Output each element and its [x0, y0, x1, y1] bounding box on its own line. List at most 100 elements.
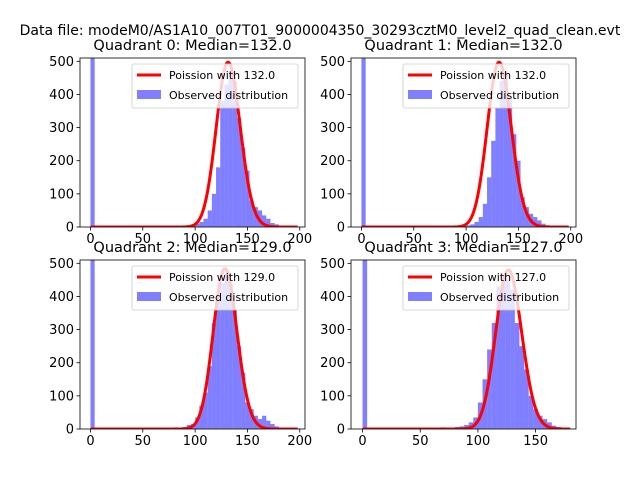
legend-box	[131, 63, 299, 109]
histogram-bar	[503, 71, 508, 227]
x-tick-label: 150	[523, 434, 548, 449]
histogram-bar	[216, 299, 221, 429]
histogram-bar	[195, 223, 200, 227]
y-tick-label: 200	[320, 154, 345, 169]
x-tick-label: 0	[86, 434, 94, 449]
histogram-bar	[220, 283, 225, 429]
histogram-bar	[228, 283, 233, 429]
y-tick-label: 0	[66, 423, 74, 438]
x-tick-label: 50	[406, 232, 423, 247]
histogram-bar	[262, 215, 267, 227]
legend-box	[402, 63, 570, 109]
x-tick-label: 100	[466, 434, 491, 449]
histogram-bar	[199, 222, 204, 227]
histogram-bar	[474, 222, 479, 227]
x-tick-label: 0	[86, 232, 94, 247]
x-tick-label: 100	[454, 232, 479, 247]
x-tick-label: 0	[358, 434, 366, 449]
histogram-bar	[216, 167, 221, 227]
y-tick-label: 300	[49, 323, 74, 338]
histogram-bar	[253, 207, 258, 227]
histogram-bar	[224, 84, 229, 227]
legend-label: Observed distribution	[440, 89, 559, 102]
x-tick-label: 200	[558, 232, 583, 247]
histogram-bar	[224, 273, 229, 429]
legend-label: Observed distribution	[169, 291, 288, 304]
histogram-bar	[236, 346, 242, 429]
histogram-bar	[514, 322, 520, 429]
chart-title: Quadrant 1: Median=132.0	[364, 38, 562, 54]
legend-label: Poission with 132.0	[169, 69, 275, 82]
y-tick-label: 500	[320, 257, 345, 272]
histogram-bar	[510, 289, 515, 429]
histogram-bar	[245, 170, 250, 227]
histogram-bar	[519, 346, 525, 429]
chart-panel-0: 0 50 100 150 200 0 100 200 300 400 500 Quadrant 0: …	[49, 38, 312, 247]
y-tick-label: 400	[49, 88, 74, 103]
histogram-bar	[211, 322, 217, 429]
x-tick-label: 0	[357, 232, 365, 247]
histogram-bar	[533, 409, 538, 429]
poisson-curve	[361, 60, 570, 227]
x-tick-label: 50	[135, 232, 152, 247]
histogram-bar	[537, 415, 543, 429]
histogram-bar	[266, 420, 271, 429]
x-tick-label: 150	[235, 434, 260, 449]
histogram-bar	[537, 220, 542, 227]
histogram-bar	[524, 369, 529, 429]
y-tick-label: 500	[49, 55, 74, 70]
y-tick-label: 200	[49, 356, 74, 371]
y-tick-label: 300	[49, 121, 74, 136]
y-tick-label: 100	[320, 187, 345, 202]
y-tick-label: 500	[320, 55, 345, 70]
histogram-bar	[262, 415, 267, 429]
y-tick-label: 400	[49, 290, 74, 305]
legend-patch-marker	[137, 292, 161, 301]
histogram-bar	[270, 424, 275, 429]
histogram-bar	[533, 217, 538, 227]
legend-patch-marker	[408, 292, 432, 301]
plot-layer	[361, 58, 570, 227]
y-tick-label: 100	[49, 389, 74, 404]
x-tick-label: 150	[506, 232, 531, 247]
histogram-bar	[203, 218, 208, 227]
legend-label: Poission with 127.0	[440, 271, 546, 284]
y-tick-label: 0	[337, 221, 345, 236]
x-tick-label: 200	[287, 434, 312, 449]
legend-box	[402, 265, 570, 311]
histogram-bar	[482, 203, 488, 227]
histogram-bar	[245, 402, 250, 429]
x-tick-label: 200	[287, 232, 312, 247]
y-tick-label: 200	[49, 154, 74, 169]
y-tick-label: 0	[66, 221, 74, 236]
poisson-curve	[90, 267, 299, 429]
chart-title: Quadrant 0: Median=132.0	[93, 38, 291, 54]
histogram-bar	[207, 366, 212, 429]
histogram-bar	[241, 372, 246, 429]
y-tick-label: 300	[320, 323, 345, 338]
histogram-bar	[90, 58, 95, 227]
histogram-bar	[487, 349, 492, 429]
histogram-bar	[232, 309, 237, 429]
y-tick-label: 100	[49, 187, 74, 202]
histogram-bar	[211, 193, 217, 227]
figure-suptitle: Data file: modeM0/AS1A10_007T01_90000043…	[20, 23, 621, 39]
y-tick-label: 300	[320, 121, 345, 136]
histogram-bar	[220, 101, 225, 227]
chart-panel-3: 0 50 100 150 0 100 200 300 400 500 Quadrant 3: Med…	[320, 240, 577, 449]
histogram-bar	[199, 405, 204, 429]
histogram-bar	[241, 147, 246, 227]
histogram-bar	[499, 81, 504, 227]
legend-box	[131, 265, 299, 311]
histogram-bar	[228, 71, 233, 227]
histogram-bar	[547, 422, 552, 429]
histogram-bar	[207, 210, 212, 227]
axes-frame	[79, 259, 306, 430]
chart-title: Quadrant 3: Median=127.0	[364, 240, 562, 256]
plot-layer	[90, 260, 299, 429]
histogram-bar	[491, 140, 496, 227]
x-tick-label: 50	[412, 434, 429, 449]
histogram-bar	[512, 134, 517, 227]
axes-frame	[350, 259, 577, 430]
